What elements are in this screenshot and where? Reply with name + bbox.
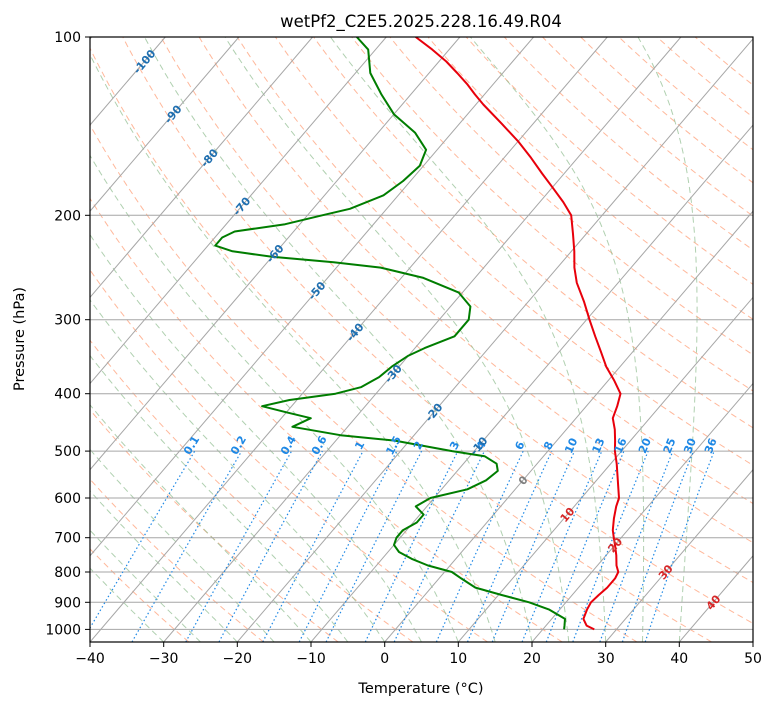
x-tick-label: 0	[380, 651, 389, 667]
isotherm-line	[384, 210, 753, 642]
mixing-ratio-label: 20	[636, 436, 654, 455]
x-axis-ticks: −40 −30 −20 −10 0 10 20 30 40 50	[75, 642, 762, 667]
isotherm-line	[90, 37, 608, 642]
moist-adiabat-line	[90, 53, 496, 642]
mixing-ratio-line	[491, 450, 576, 642]
mixing-ratio-label: 16	[612, 436, 630, 455]
dry-adiabat-line	[236, 37, 753, 505]
isotherm-line	[90, 37, 534, 557]
y-axis-title: Pressure (hPa)	[12, 287, 28, 391]
y-tick-label: 800	[54, 565, 81, 581]
profile-series	[214, 37, 622, 631]
dry-adiabat-line	[580, 37, 753, 184]
dry-adiabat-line	[618, 37, 753, 151]
isotherm-line	[90, 37, 461, 471]
mixing-ratio-line	[644, 450, 715, 642]
mixing-ratio-label: 25	[661, 436, 679, 455]
mixing-ratio-label: 13	[590, 436, 608, 455]
dry-adiabat-line	[274, 37, 753, 466]
y-tick-label: 300	[54, 313, 81, 329]
isotherm-line	[236, 38, 753, 642]
mixing-ratio-lines	[90, 450, 715, 642]
x-tick-label: 20	[523, 651, 541, 667]
plot-frame	[89, 36, 754, 643]
x-tick-label: 30	[597, 651, 615, 667]
x-tick-label: −30	[149, 651, 179, 667]
x-tick-label: −20	[223, 651, 253, 667]
isotherm-line	[163, 37, 682, 642]
mixing-ratio-label: 10	[562, 436, 580, 456]
dry-adiabat-line	[90, 124, 638, 642]
dry-adiabat-line	[389, 37, 753, 356]
mixing-ratio-line	[621, 450, 694, 642]
y-tick-label: 900	[54, 595, 81, 611]
chart-title: wetPf2_C2E5.2025.228.16.49.R04	[280, 12, 562, 32]
dry-adiabat-line	[122, 37, 753, 624]
isotherm-line	[90, 37, 387, 385]
y-tick-label: 500	[54, 444, 81, 460]
x-axis-title: Temperature (°C)	[357, 681, 483, 697]
mixing-ratio-label: 30	[681, 436, 699, 455]
mixing-ratio-line	[90, 450, 196, 630]
dry-adiabat-line	[198, 37, 753, 544]
dry-adiabat-line	[160, 37, 753, 584]
y-tick-label: 400	[54, 387, 81, 403]
dry-adiabat-line	[427, 37, 753, 320]
y-tick-label: 700	[54, 531, 81, 547]
dewpoint-profile-line	[214, 37, 566, 630]
dry-adiabat-line	[90, 478, 264, 642]
dry-adiabat-line	[90, 339, 414, 642]
x-tick-label: 40	[670, 651, 688, 667]
mixing-ratio-line	[218, 450, 323, 642]
x-tick-label: −40	[75, 651, 105, 667]
moist-adiabat-line	[90, 404, 312, 642]
mixing-ratio-label: 36	[702, 436, 720, 455]
y-tick-label: 1000	[45, 622, 81, 638]
y-tick-label: 200	[54, 208, 81, 224]
dry-adiabats	[90, 37, 753, 642]
isotherm-line	[310, 124, 753, 642]
dry-adiabat-line	[542, 37, 753, 217]
isotherm-line	[531, 382, 753, 642]
isotherm-line	[90, 37, 313, 299]
mixing-ratio-line	[131, 450, 243, 642]
mixing-ratio-line	[521, 450, 603, 642]
moist-adiabat-line	[329, 37, 607, 642]
x-tick-label: 50	[744, 651, 762, 667]
dry-adiabat-line	[90, 47, 712, 642]
isotherm-line	[605, 468, 753, 642]
dry-adiabat-line	[313, 37, 753, 429]
isotherm-line	[457, 296, 753, 642]
dry-adiabat-line	[351, 37, 753, 392]
y-tick-label: 600	[54, 491, 81, 507]
moist-adiabat-line	[90, 299, 386, 642]
moist-adiabat-line	[90, 354, 349, 642]
mixing-ratio-line	[393, 450, 485, 642]
y-tick-label: 100	[54, 30, 81, 46]
moist-adiabat-line	[637, 37, 698, 642]
y-axis-ticks: 1000 900 800 700 600 500 400 300 200 100	[45, 30, 90, 638]
moist-adiabat-line	[90, 233, 422, 642]
isotherm-line	[90, 37, 240, 212]
x-tick-label: 10	[449, 651, 467, 667]
x-tick-label: −10	[296, 651, 326, 667]
temperature-profile-line	[415, 37, 622, 631]
dry-adiabat-line	[465, 37, 753, 285]
mixing-ratio-line	[435, 450, 524, 642]
mixing-ratio-line	[185, 450, 293, 642]
isotherm-grid	[90, 37, 753, 642]
mixing-ratio-line	[364, 450, 459, 642]
